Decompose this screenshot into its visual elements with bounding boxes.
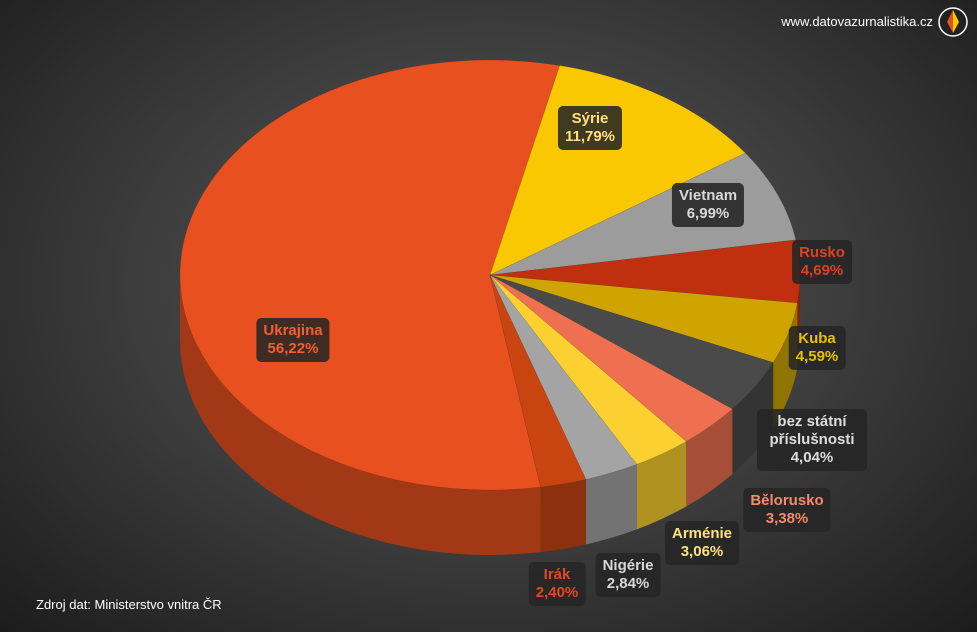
data-label: Irák 2,40% [528,562,586,606]
data-label: Bělorusko 3,38% [743,488,831,532]
source: Zdroj dat: Ministerstvo vnitra ČR [36,597,222,612]
slice [489,274,774,410]
slice-name: Vietnam [678,187,738,204]
slice-name: Sýrie [571,110,609,127]
slice-value: 2,84% [606,575,650,592]
slice [489,274,687,465]
data-label: Ukrajina 56,22% [256,318,330,362]
slice [489,65,746,276]
slice-name: Nigérie [602,557,654,574]
slice-value: 4,04% [790,449,834,466]
slice-value: 6,99% [686,205,730,222]
slice-side [732,362,774,475]
slice-name: Bělorusko [750,492,824,509]
slice-side [540,479,586,553]
slice-side [585,464,637,545]
data-label: Nigérie 2,84% [595,553,661,597]
slice [179,59,561,491]
slice [489,274,798,363]
slice-name: Arménie [671,525,733,542]
slice-value: 4,59% [795,348,839,365]
slice-name: Kuba [798,330,836,347]
slice-name: Ukrajina [263,322,323,339]
data-label: Arménie 3,06% [664,521,740,565]
slice-value: 11,79% [564,128,616,145]
slice-value: 3,38% [765,510,809,527]
data-label: Kuba 4,59% [788,326,846,370]
slice-value: 2,40% [535,584,579,601]
slice-name: bez státní příslušnosti [769,413,855,448]
data-label: Rusko 4,69% [792,240,852,284]
slice [489,274,638,480]
slice-side [636,441,687,530]
watermark: www.datovazurnalistika.cz [781,14,933,29]
slice-side [686,409,733,507]
slice [489,274,587,488]
slice-value: 56,22% [267,340,319,357]
slice-value: 4,69% [800,262,844,279]
logo [938,7,968,37]
slice-value: 3,06% [680,543,724,560]
slice [489,274,733,442]
slice-side [180,275,541,555]
data-label: Sýrie 11,79% [557,106,623,150]
slice-name: Irák [543,566,571,583]
slice-name: Rusko [799,244,845,261]
data-label: Vietnam 6,99% [671,183,745,227]
data-label: bez státní příslušnosti 4,04% [757,409,867,471]
